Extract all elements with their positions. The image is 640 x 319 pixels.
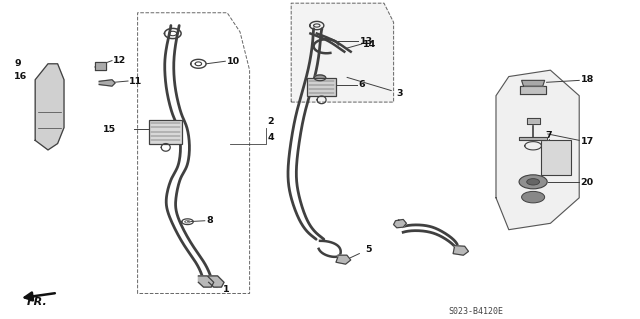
Polygon shape [527,118,540,124]
Text: 18: 18 [580,75,594,84]
Polygon shape [209,276,224,287]
Polygon shape [314,75,326,81]
Text: 2: 2 [268,117,274,126]
Circle shape [527,179,540,185]
FancyBboxPatch shape [307,78,336,96]
Text: 4: 4 [268,133,274,142]
Text: S023-B4120E: S023-B4120E [448,307,503,315]
Text: 5: 5 [348,245,371,259]
FancyBboxPatch shape [541,140,571,175]
Polygon shape [520,86,546,94]
Text: 7: 7 [546,131,552,140]
Text: 17: 17 [580,137,594,146]
Polygon shape [198,276,214,287]
Polygon shape [496,70,579,230]
Text: 15: 15 [103,125,116,134]
Text: 3: 3 [347,77,403,98]
Polygon shape [522,80,545,86]
Text: 9: 9 [14,59,20,68]
Polygon shape [453,246,468,255]
Circle shape [522,191,545,203]
Text: 12: 12 [113,56,127,65]
Text: FR.: FR. [27,297,47,307]
Text: 1: 1 [209,285,229,294]
Polygon shape [291,3,394,102]
Text: 8: 8 [206,216,213,225]
FancyBboxPatch shape [149,120,182,144]
Polygon shape [519,137,547,140]
Polygon shape [35,64,64,150]
Polygon shape [336,255,351,264]
Text: 10: 10 [227,57,240,66]
Polygon shape [394,219,406,228]
Text: 16: 16 [14,72,28,81]
Circle shape [519,175,547,189]
Text: 11: 11 [129,77,143,85]
Polygon shape [95,62,106,70]
Text: 14: 14 [363,40,376,48]
Text: 13: 13 [360,37,373,46]
Polygon shape [99,80,115,86]
Text: 20: 20 [580,178,594,187]
Text: 6: 6 [358,80,365,89]
